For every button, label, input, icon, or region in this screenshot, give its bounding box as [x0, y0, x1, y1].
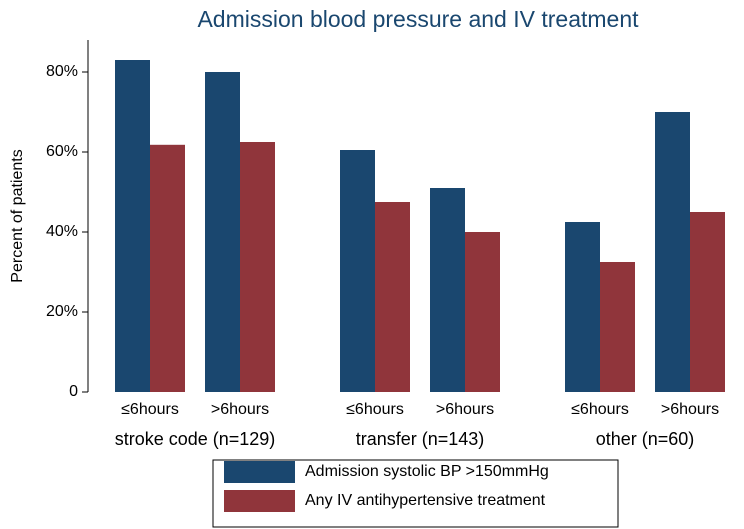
x-tick-label: ≤6hours: [571, 401, 629, 418]
x-tick-label: ≤6hours: [346, 401, 404, 418]
y-tick-label: 60%: [46, 143, 78, 160]
x-tick-label: ≤6hours: [121, 401, 179, 418]
bar: [465, 232, 500, 392]
bar: [240, 142, 275, 392]
group-label: other (n=60): [596, 429, 695, 449]
bar: [690, 212, 725, 392]
y-tick-label: 0: [69, 383, 78, 400]
group-label: transfer (n=143): [356, 429, 485, 449]
y-axis-label: Percent of patients: [9, 149, 26, 282]
group-label: stroke code (n=129): [115, 429, 276, 449]
y-tick-label: 20%: [46, 303, 78, 320]
chart-title: Admission blood pressure and IV treatmen…: [197, 6, 639, 32]
bar: [565, 222, 600, 392]
x-tick-label: >6hours: [661, 401, 719, 418]
bar: [205, 72, 240, 392]
bar: [375, 202, 410, 392]
legend-swatch: [224, 490, 295, 512]
legend-swatch: [224, 461, 295, 483]
legend-label: Admission systolic BP >150mmHg: [305, 463, 549, 480]
y-tick-label: 40%: [46, 223, 78, 240]
bar: [115, 60, 150, 392]
y-tick-label: 80%: [46, 63, 78, 80]
bar: [430, 188, 465, 392]
bar: [655, 112, 690, 392]
x-tick-label: >6hours: [211, 401, 269, 418]
legend-label: Any IV antihypertensive treatment: [305, 492, 546, 509]
x-tick-label: >6hours: [436, 401, 494, 418]
bar: [150, 144, 185, 392]
bar: [600, 262, 635, 392]
bar: [340, 150, 375, 392]
